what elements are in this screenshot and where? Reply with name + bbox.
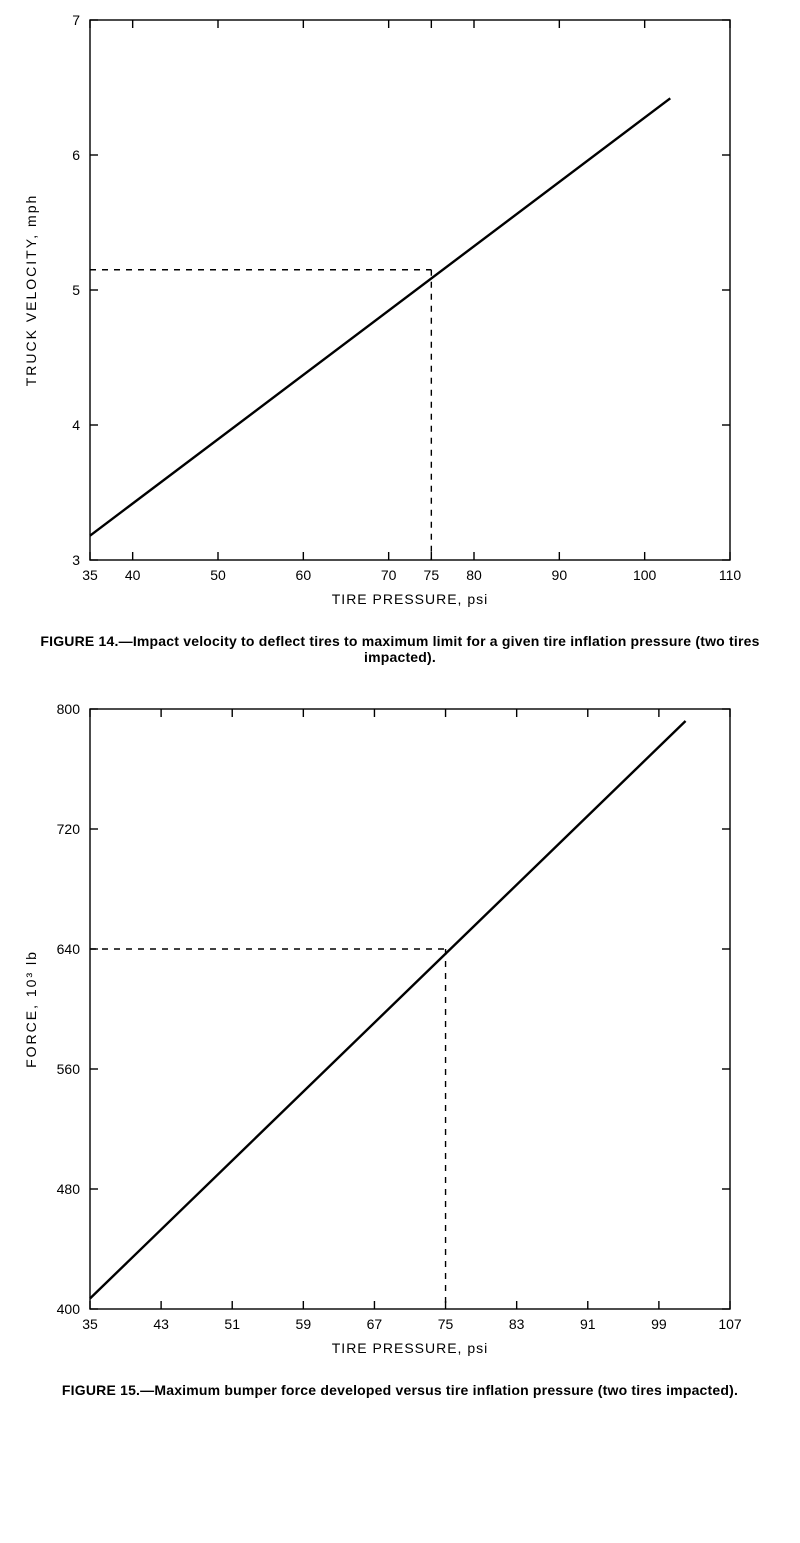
svg-text:40: 40 [125, 567, 141, 583]
svg-text:100: 100 [633, 567, 657, 583]
svg-text:110: 110 [719, 567, 742, 583]
svg-text:5: 5 [72, 282, 80, 298]
svg-text:4: 4 [72, 417, 80, 433]
svg-text:80: 80 [466, 567, 482, 583]
svg-text:91: 91 [580, 1316, 596, 1332]
svg-text:720: 720 [57, 821, 81, 837]
svg-text:TIRE PRESSURE, psi: TIRE PRESSURE, psi [332, 591, 488, 607]
svg-text:7: 7 [72, 12, 80, 28]
svg-text:51: 51 [224, 1316, 240, 1332]
svg-text:50: 50 [210, 567, 226, 583]
svg-text:67: 67 [367, 1316, 383, 1332]
svg-text:75: 75 [424, 567, 440, 583]
svg-text:59: 59 [296, 1316, 312, 1332]
svg-text:43: 43 [153, 1316, 169, 1332]
svg-text:FORCE, 10³ lb: FORCE, 10³ lb [23, 950, 39, 1068]
svg-text:70: 70 [381, 567, 397, 583]
figure-14-block: 35 40 50 60 70 75 80 90 100 110 3 4 5 6 7 TIRE PRESSURE… [0, 0, 800, 665]
svg-text:560: 560 [57, 1061, 81, 1077]
svg-text:99: 99 [651, 1316, 667, 1332]
svg-text:35: 35 [82, 1316, 98, 1332]
svg-text:3: 3 [72, 552, 80, 568]
svg-text:75: 75 [438, 1316, 454, 1332]
figure-15-caption: FIGURE 15.—Maximum bumper force develope… [20, 1382, 780, 1398]
svg-text:400: 400 [57, 1301, 81, 1317]
svg-text:6: 6 [72, 147, 80, 163]
svg-text:90: 90 [552, 567, 568, 583]
svg-text:TIRE PRESSURE, psi: TIRE PRESSURE, psi [332, 1340, 488, 1356]
svg-text:640: 640 [57, 941, 81, 957]
svg-text:35: 35 [82, 567, 98, 583]
svg-text:83: 83 [509, 1316, 525, 1332]
figure-15-block: 35 43 51 59 67 75 83 91 99 107 400 480 560 640 720 800 T… [0, 689, 800, 1398]
figure-15-chart: 35 43 51 59 67 75 83 91 99 107 400 480 560 640 720 800 T… [0, 689, 760, 1369]
svg-text:60: 60 [296, 567, 312, 583]
svg-text:480: 480 [57, 1181, 81, 1197]
figure-14-chart: 35 40 50 60 70 75 80 90 100 110 3 4 5 6 7 TIRE PRESSURE… [0, 0, 760, 620]
svg-text:800: 800 [57, 701, 81, 717]
svg-text:107: 107 [718, 1316, 742, 1332]
figure-14-caption: FIGURE 14.—Impact velocity to deflect ti… [20, 633, 780, 665]
svg-text:TRUCK VELOCITY, mph: TRUCK VELOCITY, mph [23, 194, 39, 387]
